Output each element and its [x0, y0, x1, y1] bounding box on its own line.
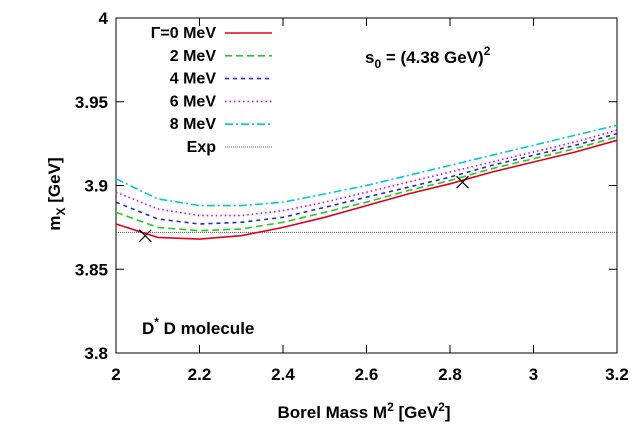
y-tick-label: 4 — [99, 9, 109, 28]
legend-label-2: 4 MeV — [170, 71, 217, 88]
legend-label-0: Γ=0 MeV — [151, 25, 217, 42]
series-line-1 — [115, 136, 618, 232]
series-line-0 — [115, 139, 618, 240]
x-tick-label: 2 — [111, 365, 120, 384]
y-tick-label: 3.9 — [84, 177, 108, 196]
y-axis-title: mX [GeV] — [45, 157, 68, 230]
series-line-2 — [115, 132, 618, 225]
legend-label-1: 2 MeV — [170, 48, 217, 65]
legend: Γ=0 MeV 2 MeV 4 MeV 6 MeV 8 MeV Exp — [151, 25, 272, 156]
y-tick-label: 3.95 — [75, 93, 108, 112]
x-tick-label: 3 — [529, 365, 538, 384]
cross-stroke — [456, 175, 469, 189]
s0-annotation: s0 = (4.38 GeV)2 — [365, 44, 491, 71]
y-tick-label: 3.85 — [75, 260, 108, 279]
x-tick-label: 2.6 — [355, 365, 379, 384]
series-line-3 — [115, 129, 618, 217]
cross-marker — [138, 229, 152, 243]
y-tick-label: 3.8 — [84, 344, 108, 363]
axes: 2 2.2 2.4 2.6 2.8 3 3.2 3.8 3.85 3.9 3.95 4 — [75, 9, 629, 384]
markers-group — [138, 175, 469, 243]
series-line-4 — [115, 124, 618, 207]
series-group — [115, 124, 618, 240]
legend-label-4: 8 MeV — [170, 116, 217, 133]
x-tick-label: 2.8 — [438, 365, 462, 384]
x-tick-label: 3.2 — [605, 365, 629, 384]
x-tick-label: 2.4 — [271, 365, 295, 384]
legend-label-3: 6 MeV — [170, 93, 217, 110]
cross-marker — [456, 175, 469, 189]
x-tick-label: 2.2 — [188, 365, 212, 384]
legend-label-5: Exp — [187, 139, 217, 156]
molecule-annotation: D* D molecule — [142, 315, 254, 338]
x-axis-title: Borel Mass M2 [GeV2] — [277, 400, 450, 422]
cross-stroke — [138, 229, 152, 243]
